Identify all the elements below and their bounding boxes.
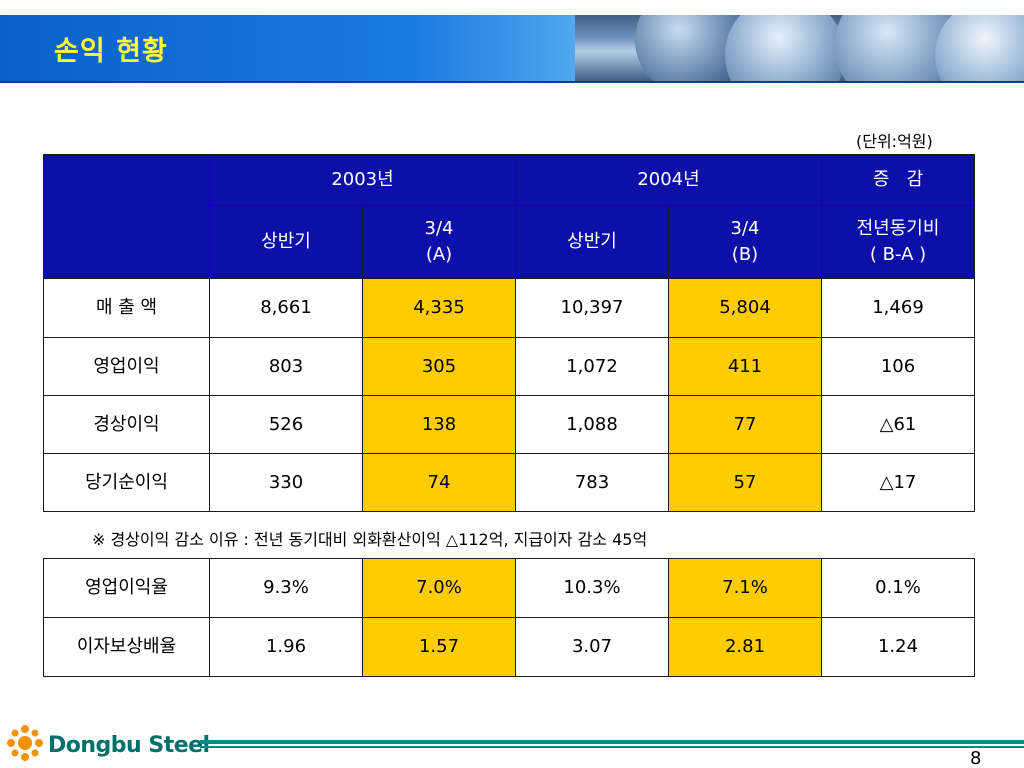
table-cell: 1.96 (209, 617, 363, 677)
table-cell: 330 (209, 453, 363, 512)
subheader-2004-h1: 상반기 (515, 205, 669, 279)
subheader-2004-q3: 3/4 (B) (668, 205, 822, 279)
table-cell: △61 (821, 395, 975, 454)
subheader-yoy: 전년동기비( B-A ) (821, 205, 975, 279)
table-cell: 783 (515, 453, 669, 512)
table-cell: 77 (668, 395, 822, 454)
table-cell: 2.81 (668, 617, 822, 677)
table-row: 영업이익 803 305 1,072 411 106 (43, 337, 975, 396)
table-cell: 1.57 (362, 617, 516, 677)
row-label: 영업이익율 (43, 558, 210, 618)
table-cell: 138 (362, 395, 516, 454)
table-cell: 3.07 (515, 617, 669, 677)
sun-logo-icon (7, 725, 43, 761)
ratio-table: 영업이익율 9.3% 7.0% 10.3% 7.1% 0.1% 이자보상배율 1… (43, 558, 975, 677)
header-2004: 2004년 (515, 154, 822, 206)
table-cell: △17 (821, 453, 975, 512)
table-cell: 8,661 (209, 278, 363, 338)
unit-label: (단위:억원) (856, 132, 933, 151)
logo-text: Dongbu Steel (48, 733, 210, 758)
table-cell: 1,088 (515, 395, 669, 454)
table-cell: 1.24 (821, 617, 975, 677)
row-label: 이자보상배율 (43, 617, 210, 677)
steel-coil-banner-image (575, 15, 1024, 81)
table-row: 영업이익율 9.3% 7.0% 10.3% 7.1% 0.1% (43, 558, 975, 618)
table-cell: 7.0% (362, 558, 516, 618)
row-label: 매 출 액 (43, 278, 210, 338)
table-cell: 526 (209, 395, 363, 454)
table-cell: 803 (209, 337, 363, 396)
table-row: 이자보상배율 1.96 1.57 3.07 2.81 1.24 (43, 617, 975, 677)
table-row: 당기순이익 330 74 783 57 △17 (43, 453, 975, 512)
row-label: 당기순이익 (43, 453, 210, 512)
table-row: 경상이익 526 138 1,088 77 △61 (43, 395, 975, 454)
page-number: 8 (970, 748, 982, 768)
footer-divider-thin (200, 746, 1024, 748)
header-divider (0, 81, 1024, 83)
table-cell: 10,397 (515, 278, 669, 338)
table-cell: 1,072 (515, 337, 669, 396)
table-cell: 1,469 (821, 278, 975, 338)
table-cell: 9.3% (209, 558, 363, 618)
subheader-2003-q3: 3/4 (A) (362, 205, 516, 279)
table-cell: 0.1% (821, 558, 975, 618)
row-label: 영업이익 (43, 337, 210, 396)
table-cell: 411 (668, 337, 822, 396)
row-label: 경상이익 (43, 395, 210, 454)
corner-header-cell (43, 154, 210, 279)
header-banner: 손익 현황 (0, 15, 1024, 81)
header-2003: 2003년 (209, 154, 516, 206)
page-title: 손익 현황 (54, 36, 168, 67)
table-cell: 10.3% (515, 558, 669, 618)
table-cell: 4,335 (362, 278, 516, 338)
table-cell: 305 (362, 337, 516, 396)
footer-divider (200, 740, 1024, 744)
table-cell: 5,804 (668, 278, 822, 338)
footnote: ※ 경상이익 감소 이유 : 전년 동기대비 외화환산이익 △112억, 지급이… (92, 530, 648, 549)
subheader-2003-h1: 상반기 (209, 205, 363, 279)
income-table: 2003년 2004년 증 감 상반기 3/4 (A) 상반기 3/4 (B) 전년… (43, 154, 975, 512)
dongbu-steel-logo: Dongbu Steel (6, 724, 210, 764)
table-row: 매 출 액 8,661 4,335 10,397 5,804 1,469 (43, 278, 975, 338)
table-cell: 106 (821, 337, 975, 396)
table-cell: 74 (362, 453, 516, 512)
table-cell: 7.1% (668, 558, 822, 618)
header-change: 증 감 (821, 154, 975, 206)
table-cell: 57 (668, 453, 822, 512)
